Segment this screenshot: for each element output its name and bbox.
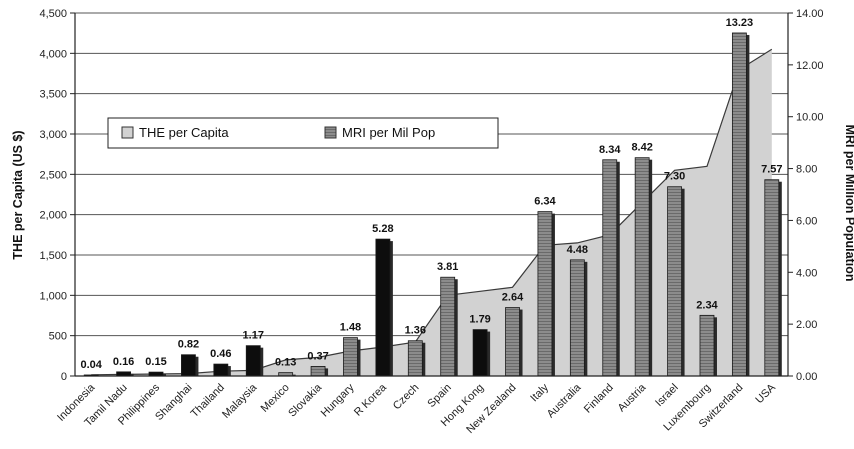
the-per-capita-area-fill [91,49,772,377]
y-right-axis-title: MRI per Million Population [843,125,854,282]
category-label-usa: USA [753,381,778,406]
mri-data-label: 2.34 [696,299,718,311]
mri-data-label: 0.37 [307,350,328,362]
y-left-tick-label: 4,500 [39,8,67,20]
mri-bar-italy [537,211,553,377]
mri-bar-czech [407,340,423,377]
mri-bar-thailand [213,363,229,377]
mri-bar-australia [569,259,585,377]
data-labels: 0.04 0.16 0.15 0.82 0.46 1.17 0.13 0.37 1.48 5.28… [80,17,782,371]
mri-bar-tamil-nadu [116,371,132,377]
y-right-tick-label: 0.00 [796,371,817,383]
mri-data-label: 2.64 [502,292,524,304]
y-right-tick-label: 2.00 [796,319,817,331]
y-left-tick-label: 1,000 [39,290,67,302]
y-left-tick-label: 1,500 [39,250,67,262]
category-label-italy: Italy [528,381,551,404]
mri-bar-shanghai [181,354,196,377]
legend-swatch-the [121,126,134,139]
mri-bar-r-korea [375,238,391,377]
mri-bar-new-zealand [505,307,520,377]
mri-data-label: 1.79 [469,314,490,326]
y-right-tick-label: 10.00 [796,112,824,124]
mri-bar-slovakia [310,366,326,377]
mri-bar-austria [634,157,650,377]
mri-bar-switzerland [731,32,747,377]
mri-data-label: 1.36 [405,325,426,337]
category-label-czech: Czech [391,382,422,413]
legend-label-mri: MRI per Mil Pop [342,125,435,140]
y-right-tick-label: 4.00 [796,267,817,279]
mri-data-label: 1.17 [243,330,264,342]
mri-data-label: 8.42 [631,142,652,154]
category-label-israel: Israel [653,382,681,410]
legend-box [107,117,499,149]
the-per-capita-line [91,48,773,376]
mri-bar-spain [440,276,456,377]
y-right-tick-label: 14.00 [796,8,824,20]
mri-data-label: 7.30 [664,171,685,183]
mri-data-label: 13.23 [726,17,754,29]
category-label-austria: Austria [616,381,649,414]
mri-data-label: 1.48 [340,322,361,334]
category-label-r-korea: R Korea [352,381,390,419]
category-label-slovakia: Slovakia [286,381,325,420]
y-left-tick-label: 4,000 [39,48,67,60]
y-right-tick-label: 6.00 [796,215,817,227]
y-left-tick-label: 500 [49,331,67,343]
mri-data-label: 0.46 [210,348,231,360]
y-left-tick-label: 2,000 [39,210,67,222]
legend-swatch-mri [324,126,337,139]
legend-label-the: THE per Capita [139,125,229,140]
mri-data-label: 6.34 [534,196,556,208]
mri-data-label: 0.15 [145,356,166,368]
mri-data-label: 3.81 [437,261,458,273]
y-left-tick-label: 2,500 [39,169,67,181]
y-right-tick-label: 8.00 [796,164,817,176]
category-label-finland: Finland [582,382,616,416]
mri-bar-malaysia [245,345,261,377]
mri-bar-luxembourg [699,314,715,377]
mri-data-label: 7.57 [761,164,782,176]
y-left-tick-label: 3,000 [39,129,67,141]
y-left-tick-label: 3,500 [39,89,67,101]
mri-bar-israel [667,186,682,377]
category-label-spain: Spain [425,382,453,410]
legend: THE per Capita MRI per Mil Pop [107,117,499,149]
category-label-malaysia: Malaysia [220,381,260,421]
y-left-tick-label: 0 [61,371,67,383]
mri-data-label: 5.28 [372,223,393,235]
the-per-capita-area [91,48,773,377]
mri-bar-usa [764,179,780,377]
axes: 0 500 1,000 1,500 2,000 2,500 3,000 3,500 4,000 4… [39,8,823,383]
mri-bar-finland [602,159,618,377]
mri-data-label: 0.16 [113,356,134,368]
y-right-tick-label: 12.00 [796,60,824,72]
category-label-australia: Australia [545,381,584,420]
mri-data-label: 4.48 [567,244,588,256]
mri-bars [83,32,782,377]
y-left-axis-title: THE per Capita (US $) [11,130,25,259]
mri-bar-hungary [343,337,358,377]
mri-data-label: 8.34 [599,144,621,156]
category-label-hungary: Hungary [319,381,357,419]
mri-data-label: 0.13 [275,357,296,369]
mri-data-label: 0.04 [80,359,102,371]
mri-data-label: 0.82 [178,339,199,351]
mri-bar-hong-kong [472,329,488,377]
